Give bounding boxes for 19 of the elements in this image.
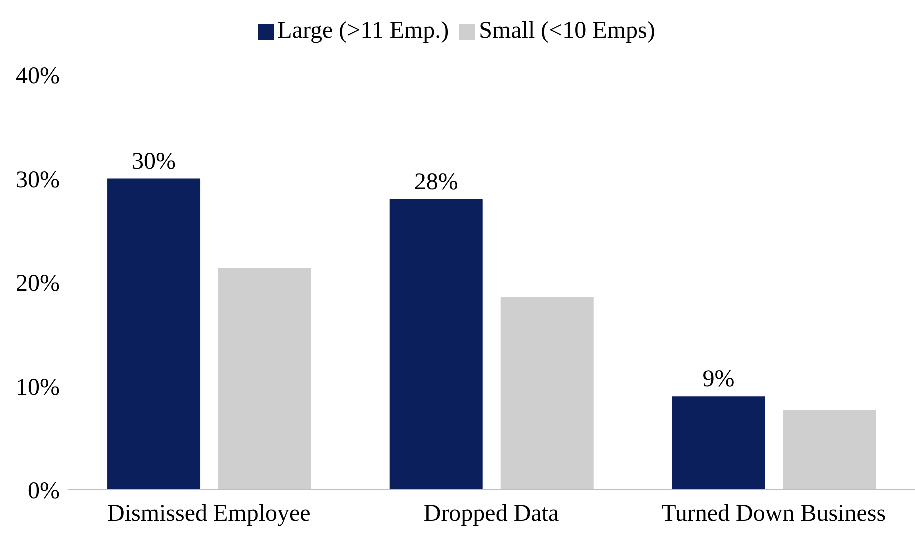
x-tick-label: Dismissed Employee xyxy=(108,501,311,528)
bar xyxy=(783,410,876,490)
bar xyxy=(672,396,766,490)
x-tick-label: Turned Down Business xyxy=(662,501,886,528)
data-label: 30% xyxy=(132,148,176,175)
bar xyxy=(500,297,594,490)
data-label: 9% xyxy=(702,366,735,393)
y-tick-label: 40% xyxy=(16,64,60,90)
legend-label: Small (<10 Emps) xyxy=(479,18,656,44)
bar xyxy=(218,268,312,490)
legend-label: Large (>11 Emp.) xyxy=(278,18,450,44)
y-tick-label: 30% xyxy=(16,167,60,194)
bar xyxy=(390,200,483,490)
data-label: 28% xyxy=(414,170,458,196)
bar xyxy=(108,178,201,490)
x-tick-label: Dropped Data xyxy=(424,501,560,528)
y-tick-label: 0% xyxy=(28,478,60,505)
y-tick-label: 10% xyxy=(16,374,60,401)
y-tick-label: 20% xyxy=(16,271,60,298)
